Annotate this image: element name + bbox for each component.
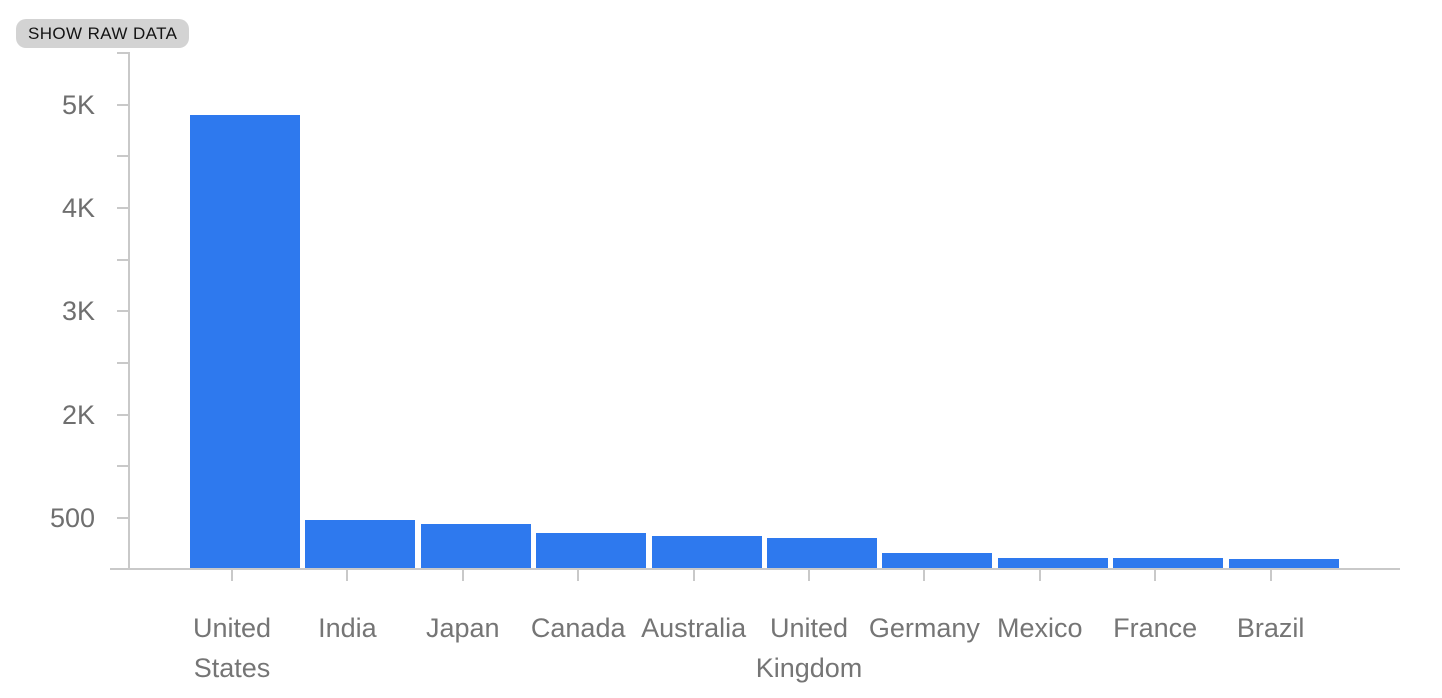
y-tick-label: 5K	[61, 89, 95, 120]
x-axis-label-united-states: United States	[192, 613, 272, 683]
x-axis-label-japan: Japan	[426, 613, 500, 643]
x-axis-label-australia: Australia	[641, 613, 747, 643]
bar-japan[interactable]	[420, 524, 531, 568]
bar-france[interactable]	[1113, 558, 1224, 568]
y-tick-label: 3K	[61, 296, 95, 327]
y-tick	[117, 516, 128, 519]
y-tick	[117, 52, 128, 54]
x-axis-label-canada: Canada	[530, 613, 626, 643]
y-tick	[117, 465, 128, 468]
x-axis-label-mexico: Mexico	[997, 613, 1083, 643]
x-tick	[1154, 570, 1157, 581]
x-tick	[577, 570, 580, 581]
bar-germany[interactable]	[882, 553, 993, 568]
x-tick	[808, 570, 810, 581]
y-tick	[117, 361, 128, 364]
y-tick	[117, 103, 128, 106]
x-axis-label-united-kingdom: United Kingdom	[755, 613, 863, 683]
y-tick	[117, 155, 128, 158]
x-axis-label-brazil: Brazil	[1236, 613, 1305, 643]
x-axis-label-india: India	[318, 613, 377, 643]
x-tick	[461, 570, 464, 581]
x-axis-label-france: France	[1113, 613, 1198, 643]
y-tick	[117, 206, 128, 209]
y-tick-label: 2K	[61, 399, 95, 430]
x-axis-line	[110, 568, 1400, 570]
y-tick	[117, 310, 128, 313]
bar-united-kingdom[interactable]	[767, 537, 877, 568]
bar-australia[interactable]	[651, 535, 762, 568]
x-tick	[923, 570, 926, 581]
show-raw-data-button[interactable]: SHOW RAW DATA	[16, 19, 190, 48]
y-tick-label: 4K	[61, 192, 95, 223]
bar-united-states[interactable]	[190, 115, 300, 568]
y-tick	[117, 413, 128, 416]
x-tick	[231, 570, 233, 581]
y-axis-line	[128, 52, 130, 570]
y-tick	[117, 258, 128, 261]
x-axis-label-germany: Germany	[868, 613, 980, 643]
bar-brazil[interactable]	[1228, 558, 1339, 568]
bar-canada[interactable]	[536, 532, 647, 568]
x-tick	[1269, 570, 1272, 581]
x-tick	[346, 570, 349, 581]
bar-mexico[interactable]	[997, 557, 1108, 568]
x-tick	[1038, 570, 1041, 581]
bar-india[interactable]	[305, 520, 416, 568]
y-tick-label: 500	[49, 502, 95, 533]
x-tick	[692, 570, 695, 581]
